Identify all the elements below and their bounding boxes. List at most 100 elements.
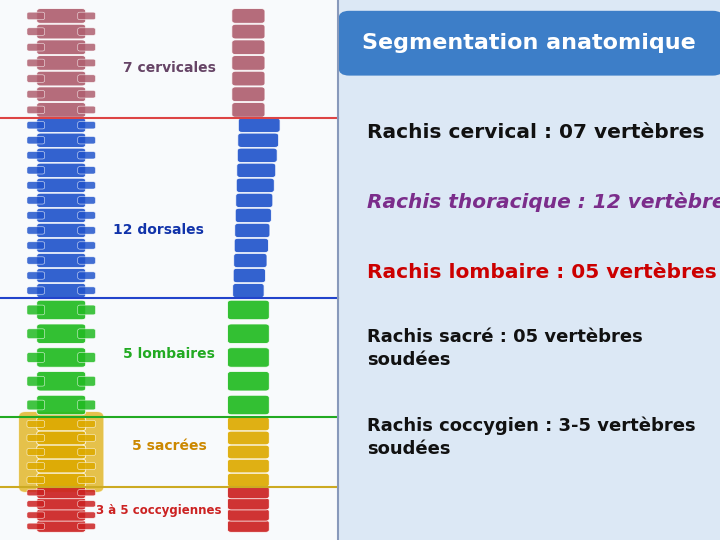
FancyBboxPatch shape	[27, 91, 45, 98]
FancyBboxPatch shape	[37, 520, 86, 532]
FancyBboxPatch shape	[27, 44, 45, 51]
FancyBboxPatch shape	[27, 152, 45, 159]
FancyBboxPatch shape	[27, 501, 45, 507]
FancyBboxPatch shape	[37, 103, 86, 117]
FancyBboxPatch shape	[233, 284, 264, 298]
FancyBboxPatch shape	[238, 133, 279, 147]
FancyBboxPatch shape	[233, 268, 266, 282]
FancyBboxPatch shape	[78, 227, 96, 234]
FancyBboxPatch shape	[236, 178, 274, 192]
FancyBboxPatch shape	[232, 71, 265, 86]
FancyBboxPatch shape	[27, 106, 45, 113]
FancyBboxPatch shape	[27, 462, 45, 470]
FancyBboxPatch shape	[78, 75, 96, 82]
Text: Rachis sacré : 05 vertèbres
soudées: Rachis sacré : 05 vertèbres soudées	[367, 328, 643, 369]
FancyBboxPatch shape	[228, 487, 269, 499]
FancyBboxPatch shape	[37, 56, 86, 70]
FancyBboxPatch shape	[27, 305, 45, 315]
FancyBboxPatch shape	[27, 212, 45, 219]
FancyBboxPatch shape	[78, 106, 96, 113]
FancyBboxPatch shape	[228, 498, 269, 510]
FancyBboxPatch shape	[78, 197, 96, 204]
FancyBboxPatch shape	[78, 476, 96, 484]
FancyBboxPatch shape	[37, 300, 86, 320]
FancyBboxPatch shape	[228, 445, 269, 459]
FancyBboxPatch shape	[27, 523, 45, 529]
FancyBboxPatch shape	[78, 91, 96, 98]
FancyBboxPatch shape	[78, 44, 96, 51]
FancyBboxPatch shape	[228, 509, 269, 521]
FancyBboxPatch shape	[228, 395, 269, 415]
FancyBboxPatch shape	[27, 181, 45, 189]
Text: Rachis coccygien : 3-5 vertèbres
soudées: Rachis coccygien : 3-5 vertèbres soudées	[367, 417, 696, 458]
FancyBboxPatch shape	[78, 167, 96, 174]
Bar	[338, 0, 720, 540]
FancyBboxPatch shape	[228, 417, 269, 431]
FancyBboxPatch shape	[37, 87, 86, 102]
FancyBboxPatch shape	[232, 56, 265, 70]
FancyBboxPatch shape	[37, 9, 86, 23]
FancyBboxPatch shape	[37, 178, 86, 192]
Text: Rachis thoracique : 12 vertèbres: Rachis thoracique : 12 vertèbres	[367, 192, 720, 213]
Text: 5 sacrées: 5 sacrées	[132, 438, 207, 453]
FancyBboxPatch shape	[37, 208, 86, 222]
FancyBboxPatch shape	[238, 118, 280, 132]
FancyBboxPatch shape	[37, 40, 86, 55]
FancyBboxPatch shape	[338, 11, 720, 76]
FancyBboxPatch shape	[27, 227, 45, 234]
FancyBboxPatch shape	[37, 372, 86, 391]
FancyBboxPatch shape	[37, 253, 86, 268]
FancyBboxPatch shape	[78, 512, 96, 518]
FancyBboxPatch shape	[37, 509, 86, 521]
FancyBboxPatch shape	[37, 431, 86, 445]
FancyBboxPatch shape	[237, 163, 276, 178]
FancyBboxPatch shape	[78, 137, 96, 144]
FancyBboxPatch shape	[37, 268, 86, 282]
FancyBboxPatch shape	[232, 9, 265, 23]
FancyBboxPatch shape	[78, 122, 96, 129]
Text: Segmentation anatomique: Segmentation anatomique	[362, 33, 696, 53]
FancyBboxPatch shape	[27, 376, 45, 386]
FancyBboxPatch shape	[27, 242, 45, 249]
FancyBboxPatch shape	[27, 420, 45, 428]
FancyBboxPatch shape	[37, 395, 86, 415]
FancyBboxPatch shape	[27, 329, 45, 339]
FancyBboxPatch shape	[27, 137, 45, 144]
FancyBboxPatch shape	[78, 28, 96, 35]
FancyBboxPatch shape	[27, 400, 45, 410]
FancyBboxPatch shape	[228, 431, 269, 445]
FancyBboxPatch shape	[37, 71, 86, 86]
FancyBboxPatch shape	[27, 272, 45, 279]
Text: Rachis lombaire : 05 vertèbres: Rachis lombaire : 05 vertèbres	[367, 263, 717, 282]
Text: 7 cervicales: 7 cervicales	[123, 60, 215, 75]
FancyBboxPatch shape	[228, 348, 269, 367]
Text: 3 à 5 coccygiennes: 3 à 5 coccygiennes	[96, 504, 221, 517]
Text: Rachis cervical : 07 vertèbres: Rachis cervical : 07 vertèbres	[367, 123, 705, 142]
FancyBboxPatch shape	[78, 305, 96, 315]
FancyBboxPatch shape	[37, 445, 86, 459]
FancyBboxPatch shape	[235, 193, 273, 207]
FancyBboxPatch shape	[27, 490, 45, 496]
FancyBboxPatch shape	[37, 133, 86, 147]
FancyBboxPatch shape	[78, 376, 96, 386]
FancyBboxPatch shape	[78, 59, 96, 66]
FancyBboxPatch shape	[37, 193, 86, 207]
FancyBboxPatch shape	[78, 272, 96, 279]
FancyBboxPatch shape	[232, 40, 265, 55]
FancyBboxPatch shape	[78, 257, 96, 264]
FancyBboxPatch shape	[19, 411, 104, 492]
FancyBboxPatch shape	[37, 118, 86, 132]
FancyBboxPatch shape	[78, 400, 96, 410]
FancyBboxPatch shape	[78, 12, 96, 19]
Text: 12 dorsales: 12 dorsales	[113, 222, 204, 237]
FancyBboxPatch shape	[27, 287, 45, 294]
FancyBboxPatch shape	[78, 501, 96, 507]
FancyBboxPatch shape	[78, 434, 96, 442]
FancyBboxPatch shape	[37, 459, 86, 473]
Text: 5 lombaires: 5 lombaires	[123, 347, 215, 361]
FancyBboxPatch shape	[27, 122, 45, 129]
FancyBboxPatch shape	[27, 28, 45, 35]
FancyBboxPatch shape	[232, 24, 265, 39]
FancyBboxPatch shape	[37, 224, 86, 238]
FancyBboxPatch shape	[27, 257, 45, 264]
